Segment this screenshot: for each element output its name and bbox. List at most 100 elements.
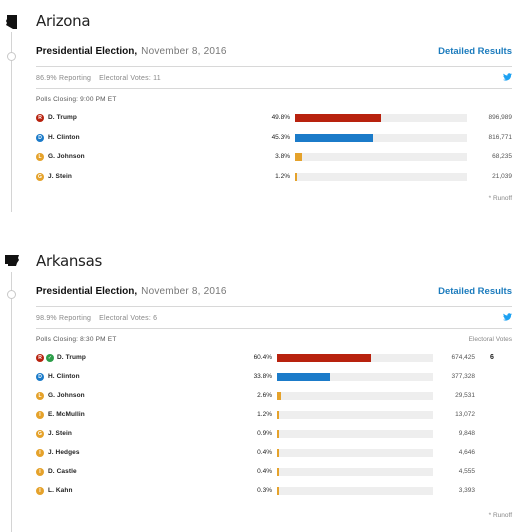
candidate-name: D. Castle [48,468,77,475]
election-header: Presidential Election, November 8, 2016 … [36,46,512,66]
vote-percentage: 45.3% [271,133,290,141]
runoff-note: * Runoff [488,512,512,519]
vote-bar-track [277,468,433,476]
vote-count: 3,393 [458,487,475,494]
electoral-votes-total: Electoral Votes: 6 [99,314,158,322]
party-icon: R [36,114,44,122]
vote-bar-track [277,449,433,457]
electoral-votes-total: Electoral Votes: 11 [99,74,161,82]
reporting-row: 98.9% Reporting Electoral Votes: 6 [36,311,512,325]
vote-count: 68,235 [492,153,512,160]
reporting-status: 98.9% Reporting [36,314,92,322]
candidate-row: G J. Stein 0.9% 9,848 [36,429,512,439]
arkansas-shape-icon [5,255,19,266]
vote-percentage: 1.2% [257,411,272,418]
party-icon: L [36,392,44,400]
vote-bar-fill [277,411,279,419]
vote-bar-track [277,411,433,419]
vote-bar-track [277,354,433,362]
electoral-votes-header: Electoral Votes [468,336,512,343]
candidate-name: J. Stein [48,430,72,437]
candidate-row: I D. Castle 0.4% 4,555 [36,467,512,477]
vote-percentage: 1.2% [275,172,290,180]
arizona-shape-icon [6,15,17,29]
vote-percentage: 60.4% [253,354,272,361]
party-icon: D [36,373,44,381]
vote-bar-fill [277,468,279,476]
election-date: November 8, 2016 [141,286,227,297]
candidate-name: J. Hedges [48,449,80,456]
election-header: Presidential Election, November 8, 2016 … [36,286,512,306]
vote-count: 4,555 [458,468,475,475]
vote-bar-track [277,487,433,495]
vote-bar-fill [277,373,330,381]
vote-percentage: 0.3% [257,487,272,494]
candidate-name: D. Trump [57,354,86,361]
twitter-icon[interactable] [503,313,512,323]
runoff-note: * Runoff [488,195,512,202]
detailed-results-link[interactable]: Detailed Results [438,46,512,57]
election-title: Presidential Election, [36,46,138,57]
polls-closing: Polls Closing: 9:00 PM ET [36,96,117,103]
candidate-name: J. Stein [48,172,72,180]
party-icon: I [36,411,44,419]
vote-bar-track [277,392,433,400]
candidate-row: D H. Clinton 45.3% 816,771 [36,133,512,143]
vote-bar-fill [295,133,373,142]
candidate-name: D. Trump [48,114,77,121]
timeline-dot [7,52,16,61]
vote-percentage: 0.4% [257,468,272,475]
party-icon: I [36,487,44,495]
vote-bar-track [277,373,433,381]
state-name: Arizona [36,12,91,30]
divider [36,66,512,67]
party-icon: R [36,354,44,362]
vote-count: 377,328 [451,373,476,380]
twitter-icon[interactable] [503,73,512,83]
vote-count: 674,425 [451,354,476,361]
vote-bar-track [295,114,467,122]
candidate-name: E. McMullin [48,411,85,418]
state-name: Arkansas [36,252,102,270]
candidate-row: I L. Kahn 0.3% 3,393 [36,486,512,496]
election-date: November 8, 2016 [141,46,227,57]
candidate-name: G. Johnson [48,392,85,399]
detailed-results-link[interactable]: Detailed Results [438,286,512,297]
candidate-row: L G. Johnson 3.8% 68,235 [36,152,512,162]
vote-count: 21,039 [492,172,512,180]
candidate-row: L G. Johnson 2.6% 29,531 [36,391,512,401]
party-icon: G [36,172,44,181]
reporting-status: 86.9% Reporting [36,74,92,82]
vote-bar-fill [295,153,302,161]
vote-bar-track [277,430,433,438]
vote-bar-fill [277,354,371,362]
vote-count: 29,531 [455,392,475,399]
vote-bar-track [295,172,467,181]
vote-count: 896,989 [488,114,513,121]
vote-bar-track [295,133,467,142]
candidate-name: G. Johnson [48,153,85,160]
electoral-votes-won: 6 [490,354,494,361]
vote-count: 9,848 [458,430,475,437]
vote-bar-fill [277,430,279,438]
election-title: Presidential Election, [36,286,138,297]
vote-bar-fill [295,114,381,122]
party-icon: L [36,153,44,161]
vote-count: 4,646 [458,449,475,456]
vote-count: 816,771 [488,133,513,141]
candidate-name: H. Clinton [48,133,80,141]
candidate-row: I J. Hedges 0.4% 4,646 [36,448,512,458]
timeline-line [11,32,12,212]
check-icon: ✓ [46,354,54,362]
candidate-row: R D. Trump 49.8% 896,989 [36,113,512,123]
candidate-name: L. Kahn [48,487,73,494]
candidate-name: H. Clinton [48,373,80,380]
reporting-row: 86.9% Reporting Electoral Votes: 11 [36,71,512,85]
vote-bar-fill [277,392,281,400]
divider [36,328,512,329]
vote-percentage: 3.8% [275,153,290,160]
polls-closing: Polls Closing: 8:30 PM ET [36,336,117,343]
party-icon: I [36,468,44,476]
divider [36,306,512,307]
vote-percentage: 0.9% [257,430,272,437]
